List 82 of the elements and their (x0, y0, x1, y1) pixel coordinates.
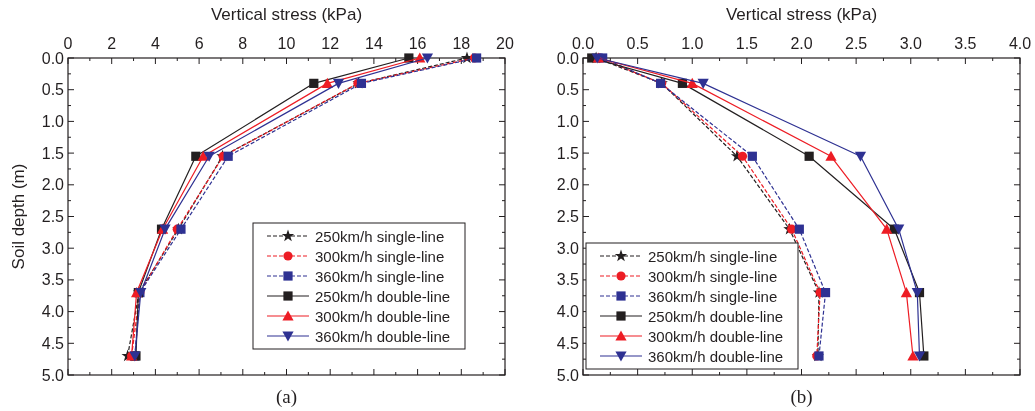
y-tick-label: 1.0 (41, 112, 65, 130)
x-tick-label: 6 (194, 35, 204, 52)
x-tick-label: 8 (238, 35, 248, 52)
y-tick-label: 2.5 (41, 208, 65, 225)
y-tick-label: 1.5 (556, 144, 580, 162)
point (737, 151, 748, 161)
legend-label: 300km/h double-line (648, 327, 784, 345)
point (804, 151, 814, 161)
x-tick-label: 0.5 (626, 35, 649, 52)
legend-label: 360km/h double-line (648, 347, 784, 365)
y-tick-label: 0.0 (41, 49, 65, 67)
x-tick-label: 4.0 (1008, 35, 1032, 52)
point (825, 150, 837, 161)
y-tick-label: 0.5 (556, 81, 580, 99)
x-tick-label: 14 (365, 35, 383, 52)
y-tick-label: 3.5 (556, 271, 580, 289)
x-tick-label: 3.0 (899, 35, 922, 52)
point (309, 78, 319, 88)
x-tick-label: 2 (107, 35, 117, 52)
legend-label: 360km/h double-line (315, 327, 451, 345)
x-tick-label: 0.0 (571, 35, 595, 52)
x-tick-label: 0 (63, 35, 73, 52)
x-axis-title: Vertical stress (kPa) (210, 5, 363, 24)
legend-label: 300km/h single-line (315, 247, 445, 265)
y-tick-label: 2.5 (556, 208, 580, 225)
point (900, 286, 912, 298)
point (421, 53, 434, 64)
y-axis-title: Soil depth (m) (9, 163, 28, 270)
point (794, 224, 804, 234)
y-tick-label: 4.5 (41, 334, 65, 352)
point (321, 77, 333, 88)
legend-label: 250km/h double-line (648, 307, 784, 325)
legend-label: 250km/h single-line (648, 247, 778, 265)
point (697, 78, 709, 89)
x-tick-label: 20 (496, 35, 514, 52)
x-tick-label: 2.0 (790, 35, 813, 52)
x-tick-label: 3.5 (954, 35, 977, 52)
legend-label: 250km/h double-line (315, 287, 451, 305)
y-tick-label: 5.0 (556, 366, 580, 384)
y-tick-label: 4.5 (556, 334, 580, 352)
y-tick-label: 2.0 (556, 176, 580, 194)
legend-label: 300km/h double-line (315, 307, 451, 325)
x-tick-label: 2.5 (845, 35, 868, 52)
point (881, 223, 893, 234)
y-tick-label: 3.0 (41, 239, 65, 257)
y-tick-label: 3.0 (556, 239, 580, 257)
point (893, 224, 905, 235)
legend-label: 360km/h single-line (315, 267, 445, 285)
point (176, 224, 186, 234)
point (913, 351, 926, 362)
y-tick-label: 3.5 (41, 271, 65, 289)
text: (a) (275, 386, 298, 408)
y-tick-label: 0.5 (41, 81, 65, 99)
text: (b) (790, 386, 813, 408)
legend-label: 360km/h single-line (648, 287, 778, 305)
point (907, 350, 919, 361)
y-tick-label: 0.0 (556, 49, 580, 67)
point (820, 287, 831, 298)
point (747, 151, 757, 161)
point (332, 78, 345, 89)
point (197, 150, 209, 161)
y-tick-label: 1.5 (41, 144, 65, 162)
x-tick-label: 1.0 (681, 35, 704, 52)
y-tick-label: 4.0 (556, 303, 580, 321)
y-tick-label: 2.0 (41, 176, 65, 194)
x-tick-label: 1.5 (735, 35, 759, 52)
point (356, 78, 367, 88)
legend-label: 250km/h single-line (315, 227, 445, 245)
point (854, 151, 867, 162)
x-tick-label: 18 (452, 35, 471, 52)
y-tick-label: 5.0 (41, 366, 65, 384)
point (223, 151, 233, 161)
point (203, 151, 215, 162)
x-axis-title: Vertical stress (kPa) (725, 5, 878, 24)
point (686, 77, 698, 88)
x-tick-label: 16 (408, 35, 427, 52)
x-tick-label: 12 (321, 35, 340, 52)
x-tick-label: 10 (277, 35, 296, 52)
y-tick-label: 1.0 (556, 112, 580, 130)
legend-label: 300km/h single-line (648, 267, 778, 285)
y-tick-label: 4.0 (41, 303, 65, 321)
x-tick-label: 4 (150, 35, 160, 52)
